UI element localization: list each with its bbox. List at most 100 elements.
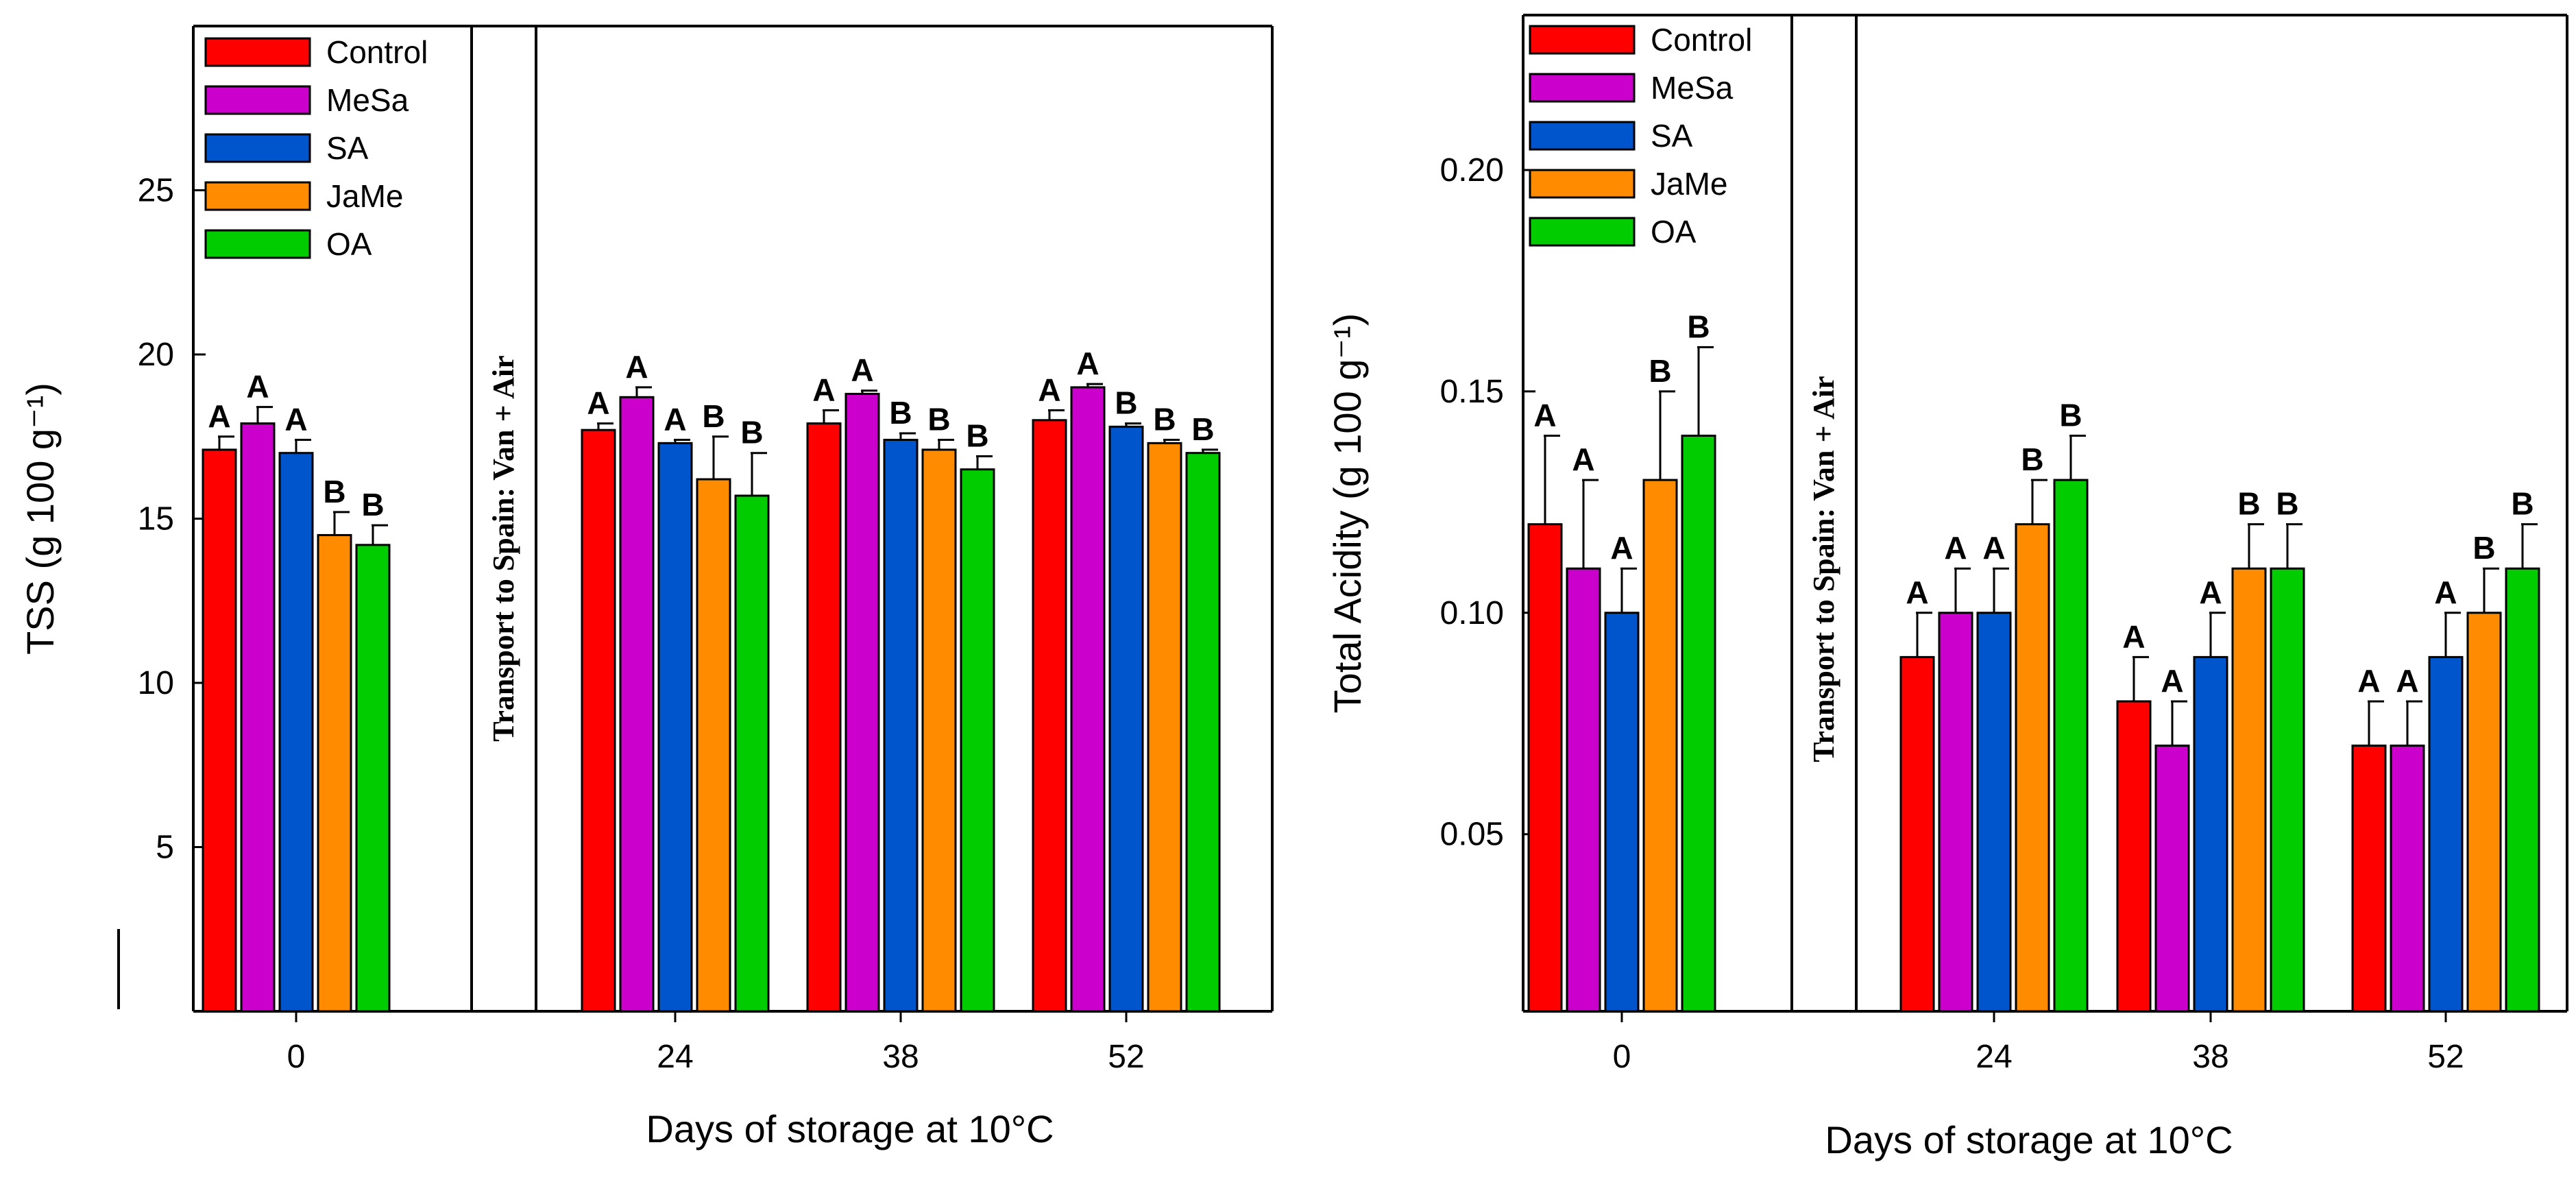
y-tick-label: 15 [138,501,174,538]
legend-swatch-oa [204,229,311,259]
y-tick-label: 20 [138,337,174,373]
significance-letter: A [1982,530,2005,566]
significance-letter: B [323,474,345,509]
significance-letter: B [2059,397,2082,433]
legend-label-oa: OA [1651,214,1697,250]
bar-oa [355,544,391,1013]
significance-letter: A [246,369,269,405]
significance-letter: A [812,372,835,407]
significance-letter: A [208,398,230,434]
legend-swatch-jame [204,181,311,211]
significance-letter: A [2357,663,2380,699]
significance-letter: B [2021,442,2043,477]
bar-sa [657,442,693,1013]
bar-sa [2428,655,2464,1013]
x-tick-label: 52 [2427,1039,2464,1075]
legend-label-control: Control [1651,22,1752,58]
significance-letter: B [2276,486,2298,522]
significance-letter: B [702,398,725,434]
x-tick-label: 24 [1976,1039,2012,1075]
significance-letter: B [966,418,988,453]
bar-jame [2231,567,2267,1013]
significance-letter: B [740,415,763,450]
significance-letter: B [1115,385,1137,421]
significance-letter: A [1906,575,1928,610]
significance-letter: A [2199,575,2222,610]
significance-letter: A [1572,442,1594,477]
legend-label-oa: OA [326,226,372,262]
bar-control [1527,523,1563,1013]
legend-swatch-mesa [1529,73,1636,103]
bar-jame [696,478,731,1013]
bar-control [1032,419,1067,1013]
bar-mesa [845,392,880,1013]
bar-mesa [240,422,276,1013]
legend-label-control: Control [326,34,428,70]
y-tick-label: 0.15 [1440,374,1504,410]
significance-letter: A [664,402,686,437]
bar-jame [2015,523,2050,1013]
significance-letter: A [851,352,873,388]
bar-control [202,448,237,1013]
significance-letter: B [2237,486,2260,522]
chart-panel-2: Transport to Spain: Van + Air 0.05 0.10 0.1… [1326,14,2568,1161]
x-tick-label: 38 [2192,1039,2228,1075]
bar-control [2351,745,2387,1013]
significance-letter: B [1153,402,1176,437]
significance-letter: A [625,349,648,385]
legend-swatch-jame [1529,169,1636,199]
bar-control [581,429,616,1013]
significance-letter: B [2472,530,2495,566]
significance-letter: B [1191,411,1214,447]
bar-sa [2193,655,2228,1013]
significance-letter: B [2511,486,2534,522]
bar-control [806,422,842,1013]
significance-letter: A [284,402,307,437]
transport-band-label: Transport to Spain: Van + Air [487,355,520,741]
bar-oa [2053,479,2089,1013]
significance-letter: A [1944,530,1967,566]
bar-jame [1642,479,1678,1013]
significance-letter: A [587,385,609,421]
legend-swatch-sa [1529,121,1636,151]
significance-letter: A [2161,663,2183,699]
x-tick-label: 0 [1613,1039,1631,1075]
y-tick-label: 10 [138,665,174,701]
bar-control [2116,700,2152,1013]
x-tick-label: 52 [1108,1039,1144,1075]
bar-jame [1147,442,1182,1013]
significance-letter: B [927,402,950,437]
legend-label-sa: SA [326,130,369,166]
significance-letter: A [1610,530,1633,566]
y-tick-label: 25 [138,173,174,209]
legend-label-mesa: MeSa [1651,70,1734,106]
x-tick-label: 0 [287,1039,306,1075]
legend-swatch-oa [1529,217,1636,247]
significance-letter: B [1687,309,1710,344]
x-tick-label: 24 [657,1039,693,1075]
bar-sa [1604,612,1640,1013]
legend-swatch-control [1529,25,1636,55]
legend-label-jame: JaMe [326,178,403,214]
bar-sa [883,439,919,1013]
significance-letter: A [2434,575,2457,610]
y-tick-label: 0.10 [1440,595,1504,631]
bar-jame [317,533,352,1013]
bar-oa [2505,567,2540,1013]
bar-oa [1185,452,1221,1013]
significance-letter: A [2396,663,2418,699]
y-axis-title: TSS (g 100 g⁻¹) [19,383,62,655]
significance-letter: A [2122,618,2145,654]
legend-label-mesa: MeSa [326,82,409,118]
y-tick-label: 0.20 [1440,152,1504,189]
bar-sa [278,452,314,1013]
x-axis-title: Days of storage at 10°C [1825,1118,2233,1161]
y-axis-title: Total Acidity (g 100 g⁻¹) [1326,313,1369,714]
bar-jame [2466,612,2502,1013]
bar-mesa [1070,386,1106,1013]
legend-label-jame: JaMe [1651,166,1727,202]
x-tick-label: 38 [882,1039,919,1075]
bar-mesa [619,396,655,1013]
bar-oa [734,494,770,1013]
